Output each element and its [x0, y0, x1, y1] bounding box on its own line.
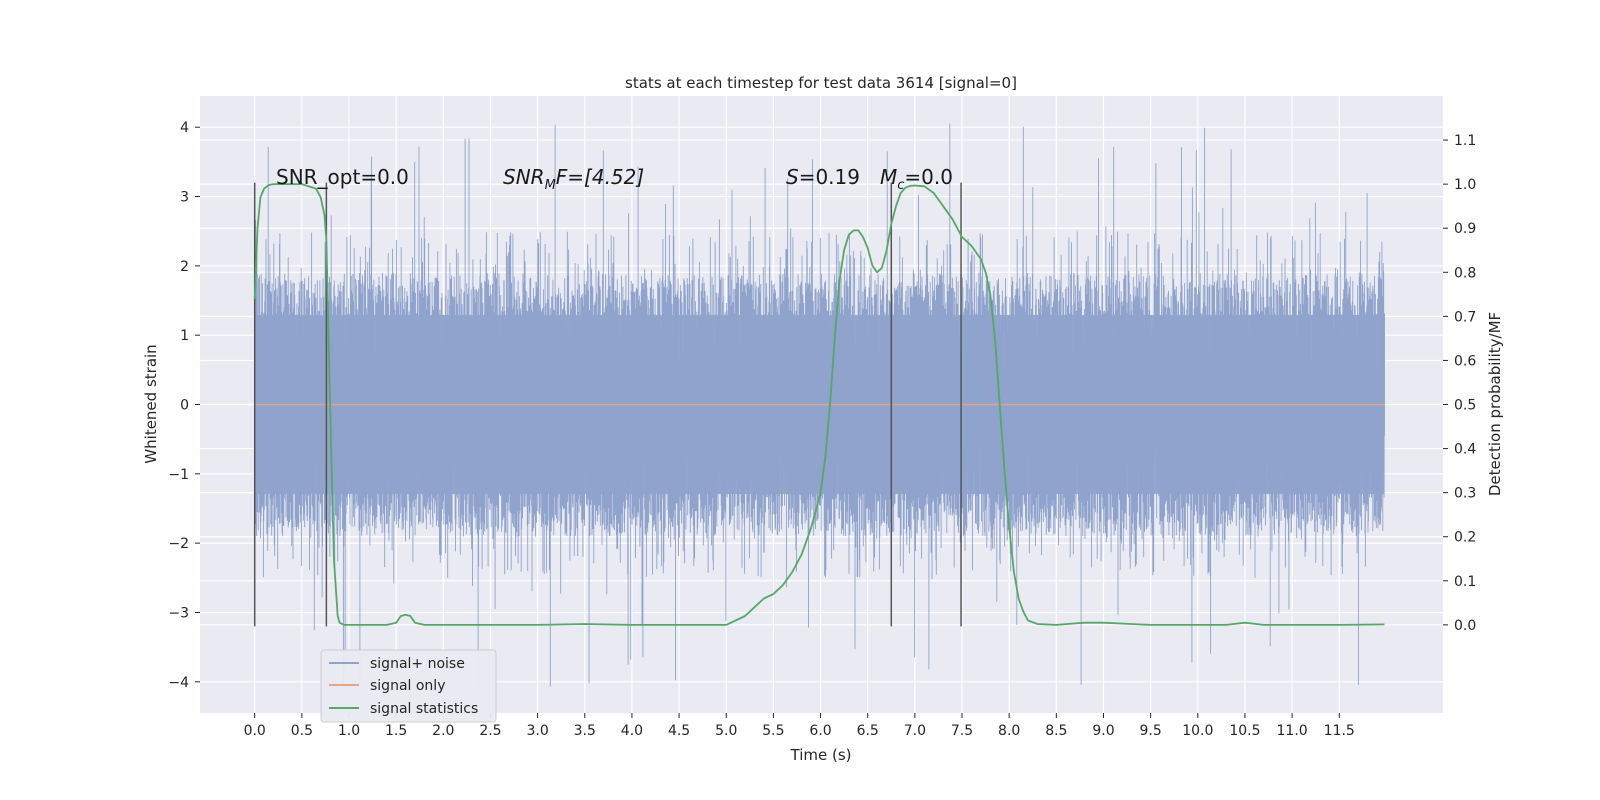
signal-statistics-line: [253, 183, 1385, 626]
legend-label-signal-only: signal only: [370, 678, 445, 694]
x-tick-label-2: 1.0: [338, 723, 360, 739]
x-tick-label-22: 11.0: [1277, 723, 1308, 739]
yr-tick-label-4: 0.4: [1454, 442, 1476, 458]
legend-label-signal-statistics: signal statistics: [370, 701, 478, 717]
x-tick-label-12: 6.0: [809, 723, 831, 739]
annotation-snr-mf-rest-f: F=[4.52]: [556, 165, 644, 189]
yl-tick-label-1: −3: [168, 605, 189, 621]
yl-tick-label-4: 0: [180, 398, 189, 414]
x-tick-label-16: 8.0: [998, 723, 1020, 739]
y-left-axis-label: Whitened strain: [142, 344, 160, 463]
annotation-mc: Mc=0.0: [880, 165, 953, 193]
x-tick-label-9: 4.5: [668, 723, 690, 739]
x-tick-label-14: 7.0: [904, 723, 926, 739]
yr-tick-label-2: 0.2: [1454, 530, 1476, 546]
annotation-s: S=0.19: [786, 165, 860, 189]
x-tick-label-0: 0.0: [244, 723, 266, 739]
x-tick-label-4: 2.0: [432, 723, 454, 739]
x-tick-label-13: 6.5: [857, 723, 879, 739]
yl-tick-label-8: 4: [180, 120, 189, 136]
x-tick-label-6: 3.0: [526, 723, 548, 739]
annotation-mc-rest: =0.0: [904, 165, 953, 189]
yr-tick-label-6: 0.6: [1454, 353, 1476, 369]
chart-title: stats at each timestep for test data 361…: [625, 74, 1017, 92]
yr-tick-label-11: 1.1: [1454, 133, 1476, 149]
yr-tick-label-7: 0.7: [1454, 309, 1476, 325]
yr-tick-label-9: 0.9: [1454, 221, 1476, 237]
x-tick-label-1: 0.5: [291, 723, 313, 739]
y-left-axis-ticks: −4 −3 −2 −1 0 1 2 3 4: [168, 120, 200, 691]
yr-tick-label-10: 1.0: [1454, 177, 1476, 193]
x-tick-label-8: 4.0: [621, 723, 643, 739]
x-tick-label-15: 7.5: [951, 723, 973, 739]
y-right-axis-ticks: 0.0 0.1 0.2 0.3 0.4 0.5 0.6 0.7 0.8 0.9 1.0 1.1: [1443, 133, 1476, 634]
annotation-s-main: S: [786, 165, 799, 189]
yl-tick-label-7: 3: [180, 190, 189, 206]
yr-tick-label-0: 0.0: [1454, 618, 1476, 634]
annotation-mc-sub: c: [897, 178, 904, 193]
yl-tick-label-0: −4: [168, 675, 189, 691]
annotation-snr-mf-sub: M: [545, 178, 556, 193]
annotation-s-rest: =0.19: [799, 165, 860, 189]
x-tick-label-18: 9.0: [1092, 723, 1114, 739]
legend-label-signal-plus-noise: signal+ noise: [370, 656, 465, 672]
yr-tick-label-3: 0.3: [1454, 486, 1476, 502]
x-axis-label: Time (s): [790, 746, 852, 764]
yr-tick-label-1: 0.1: [1454, 574, 1476, 590]
signal-statistics-series: [253, 183, 1385, 626]
x-tick-label-5: 2.5: [479, 723, 501, 739]
legend-box: [320, 649, 497, 723]
x-tick-label-21: 10.5: [1229, 723, 1260, 739]
yl-tick-label-2: −2: [168, 536, 189, 552]
x-tick-label-20: 10.0: [1182, 723, 1213, 739]
yl-tick-label-6: 2: [180, 259, 189, 275]
x-tick-label-3: 1.5: [385, 723, 407, 739]
yr-tick-label-5: 0.5: [1454, 398, 1476, 414]
annotation-snr-opt: SNR_opt=0.0: [276, 165, 409, 189]
yr-tick-label-8: 0.8: [1454, 265, 1476, 281]
annotation-snr-mf: SNRMF=[4.52]: [503, 165, 644, 193]
x-tick-label-11: 5.5: [762, 723, 784, 739]
x-axis-ticks: 0.0 0.5 1.0 1.5 2.0 2.5 3.0 3.5 4.0 4.5 5.0 5.5 6.0 6…: [244, 713, 1355, 739]
annotation-mc-main: M: [880, 165, 897, 189]
annotation-snr-mf-main: SNR: [503, 165, 545, 189]
yl-tick-label-3: −1: [168, 467, 189, 483]
yl-tick-label-5: 1: [180, 328, 189, 344]
x-tick-label-10: 5.0: [715, 723, 737, 739]
legend: signal+ noise signal only signal statist…: [320, 649, 497, 723]
y-right-axis-label: Detection probability/MF: [1486, 312, 1504, 496]
x-tick-label-7: 3.5: [574, 723, 596, 739]
x-tick-label-23: 11.5: [1324, 723, 1355, 739]
x-tick-label-19: 9.5: [1140, 723, 1162, 739]
x-tick-label-17: 8.5: [1045, 723, 1067, 739]
